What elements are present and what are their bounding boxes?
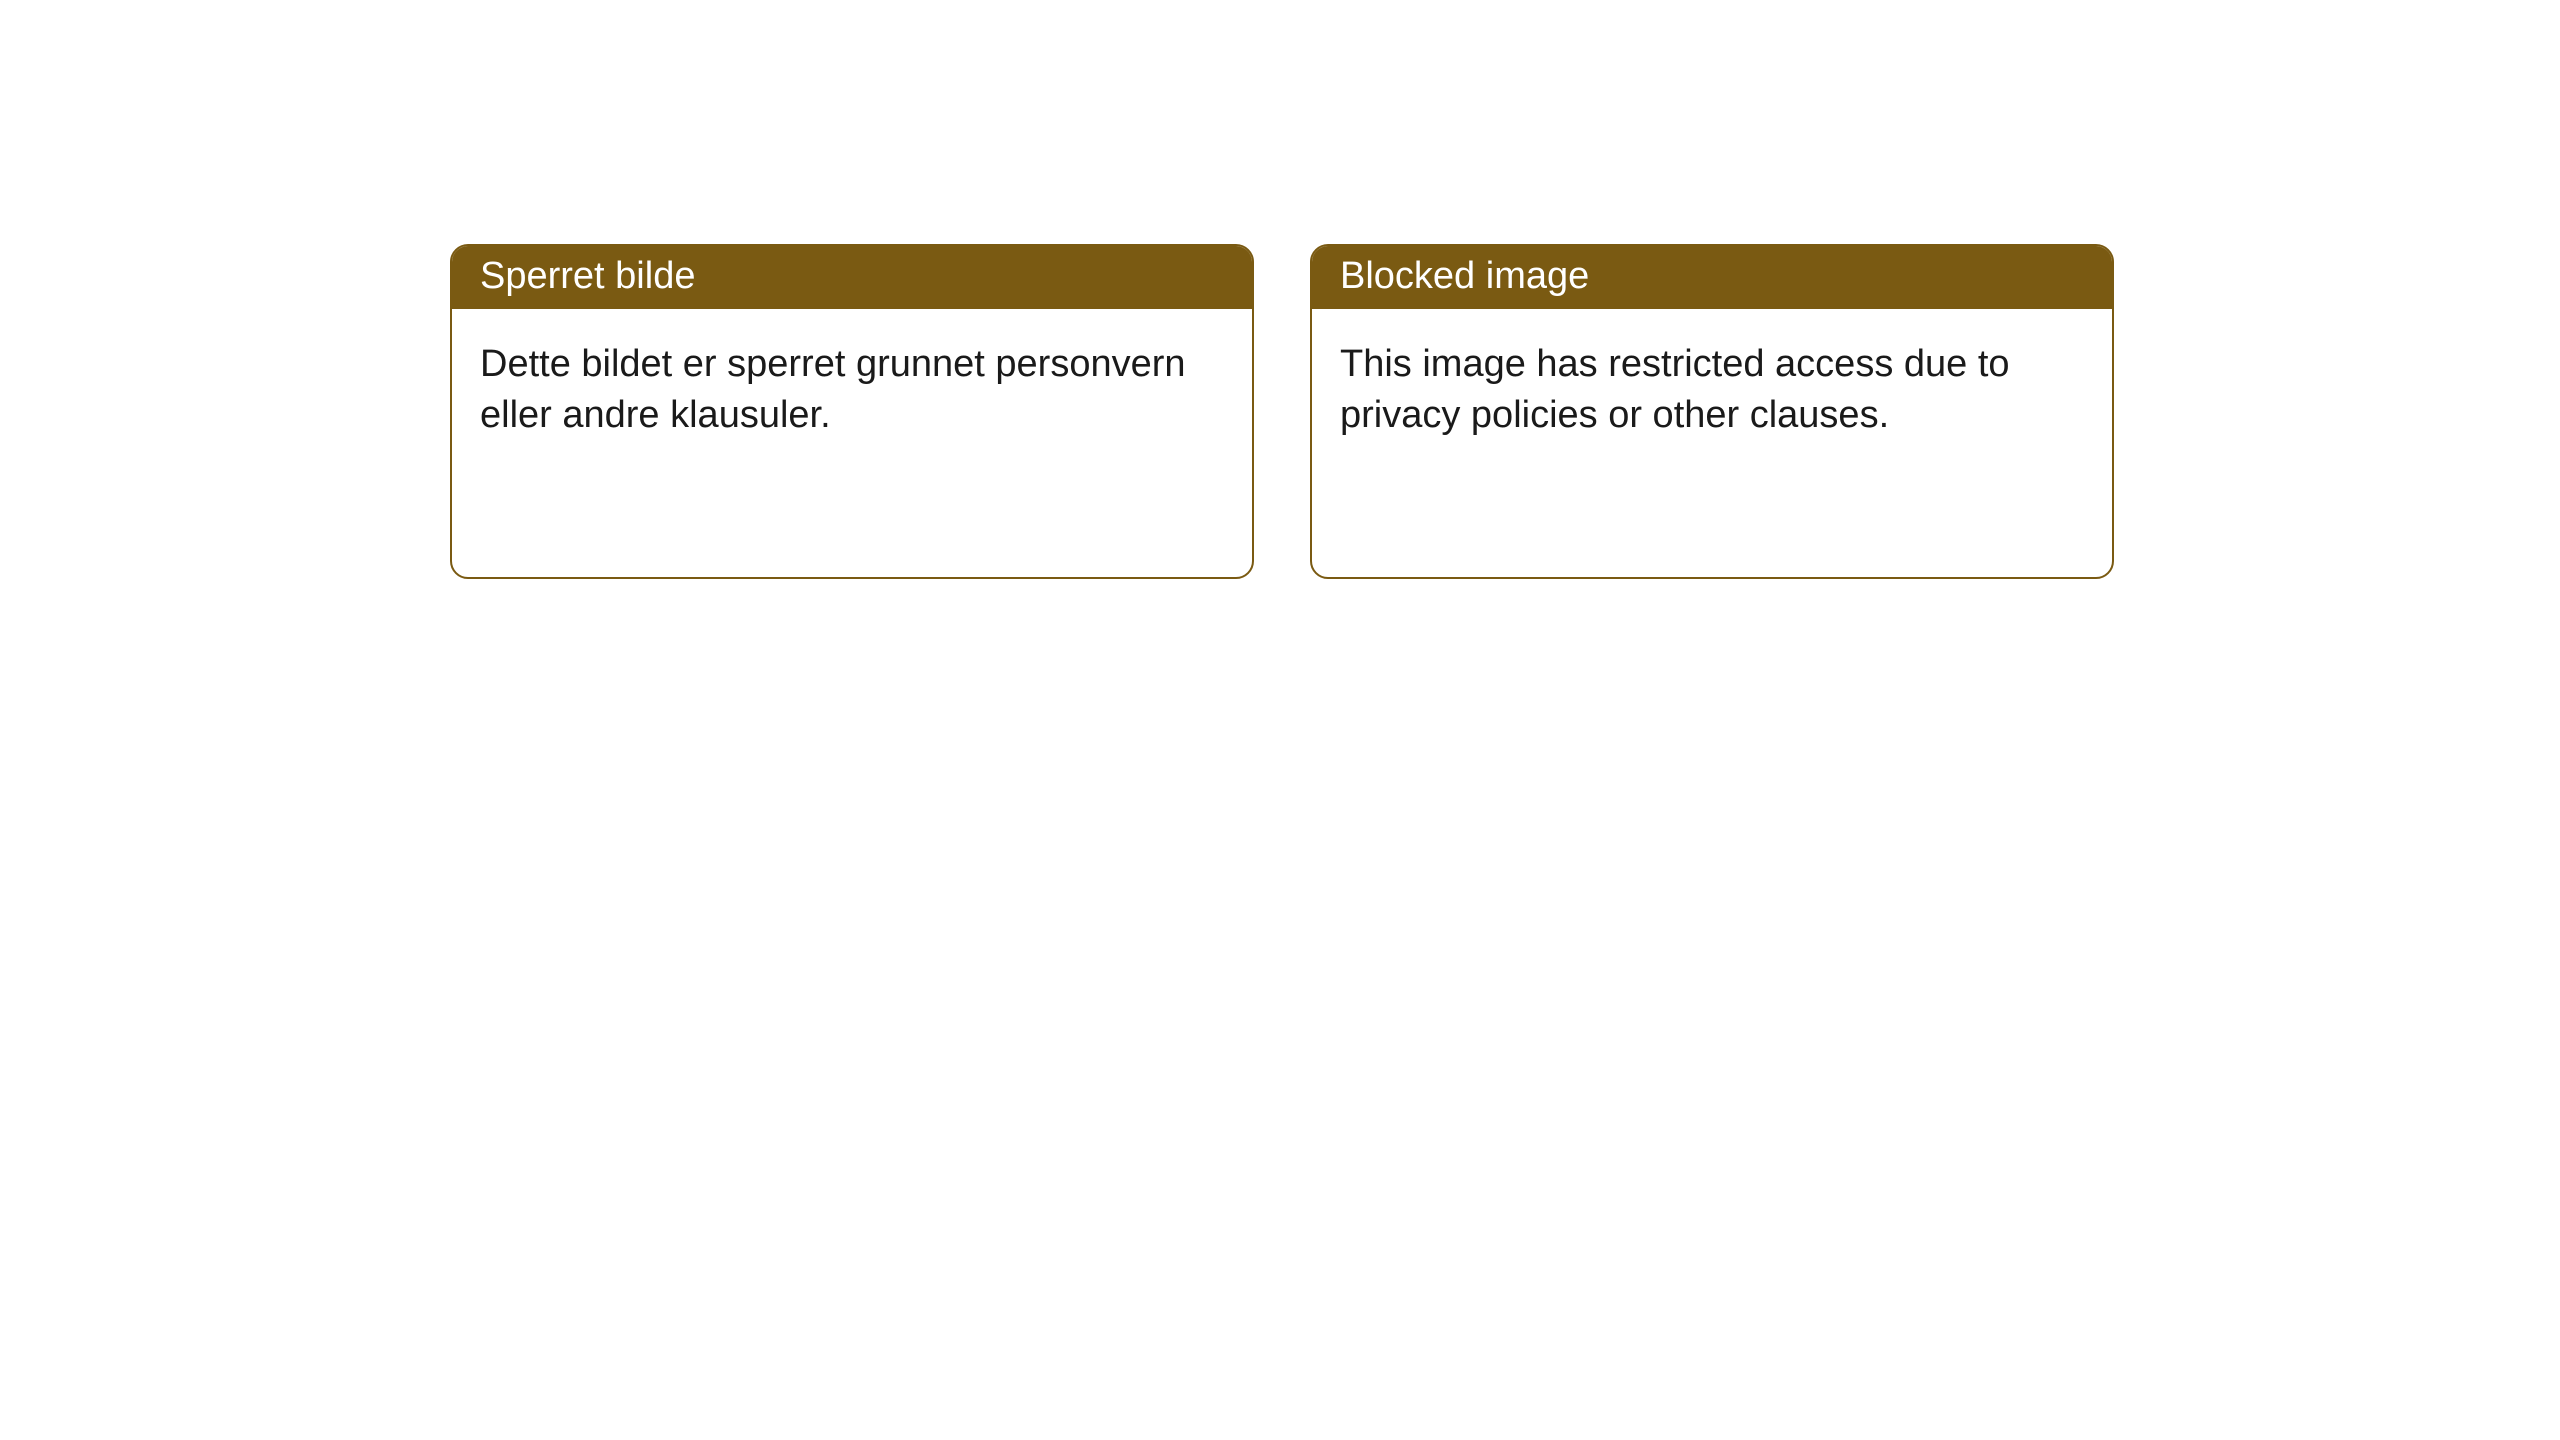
notice-body-english: This image has restricted access due to … [1312,309,2112,472]
notice-header-norwegian: Sperret bilde [452,246,1252,309]
notice-container: Sperret bilde Dette bildet er sperret gr… [450,244,2114,579]
notice-body-norwegian: Dette bildet er sperret grunnet personve… [452,309,1252,472]
notice-header-english: Blocked image [1312,246,2112,309]
notice-card-english: Blocked image This image has restricted … [1310,244,2114,579]
notice-card-norwegian: Sperret bilde Dette bildet er sperret gr… [450,244,1254,579]
